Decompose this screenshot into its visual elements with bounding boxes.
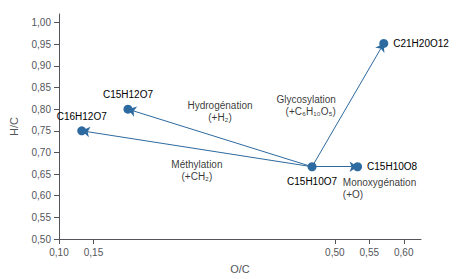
svg-text:Hydrogénation: Hydrogénation bbox=[187, 100, 252, 111]
svg-text:C15H12O7: C15H12O7 bbox=[103, 89, 153, 100]
svg-text:0,60: 0,60 bbox=[394, 247, 414, 258]
svg-text:0,70: 0,70 bbox=[32, 147, 52, 158]
svg-text:0,60: 0,60 bbox=[32, 190, 52, 201]
svg-text:(+H₂): (+H₂) bbox=[208, 112, 232, 123]
svg-text:(+O): (+O) bbox=[343, 189, 363, 200]
svg-text:Méthylation: Méthylation bbox=[171, 159, 222, 170]
svg-text:0,15: 0,15 bbox=[84, 247, 104, 258]
svg-text:C16H12O7: C16H12O7 bbox=[57, 111, 107, 122]
svg-text:0,55: 0,55 bbox=[32, 212, 52, 223]
svg-text:0,80: 0,80 bbox=[32, 104, 52, 115]
svg-text:Glycosylation: Glycosylation bbox=[276, 94, 335, 105]
svg-text:0,95: 0,95 bbox=[32, 39, 52, 50]
svg-text:0,90: 0,90 bbox=[32, 60, 52, 71]
svg-text:(+C₆H₁₀O₅): (+C₆H₁₀O₅) bbox=[286, 106, 336, 117]
svg-text:1,00: 1,00 bbox=[32, 17, 52, 28]
svg-text:0,55: 0,55 bbox=[360, 247, 380, 258]
svg-text:0,65: 0,65 bbox=[32, 169, 52, 180]
svg-text:0,50: 0,50 bbox=[32, 234, 52, 245]
svg-text:0,10: 0,10 bbox=[49, 247, 69, 258]
svg-text:(+CH₂): (+CH₂) bbox=[181, 171, 212, 182]
svg-text:O/C: O/C bbox=[230, 263, 250, 275]
svg-text:C15H10O8: C15H10O8 bbox=[367, 161, 417, 172]
svg-text:Monoxygénation: Monoxygénation bbox=[343, 177, 416, 188]
svg-text:C15H10O7: C15H10O7 bbox=[287, 176, 337, 187]
svg-text:0,50: 0,50 bbox=[325, 247, 345, 258]
svg-text:H/C: H/C bbox=[8, 117, 20, 136]
svg-text:0,85: 0,85 bbox=[32, 82, 52, 93]
svg-text:0,75: 0,75 bbox=[32, 125, 52, 136]
svg-text:C21H20O12: C21H20O12 bbox=[393, 38, 449, 49]
